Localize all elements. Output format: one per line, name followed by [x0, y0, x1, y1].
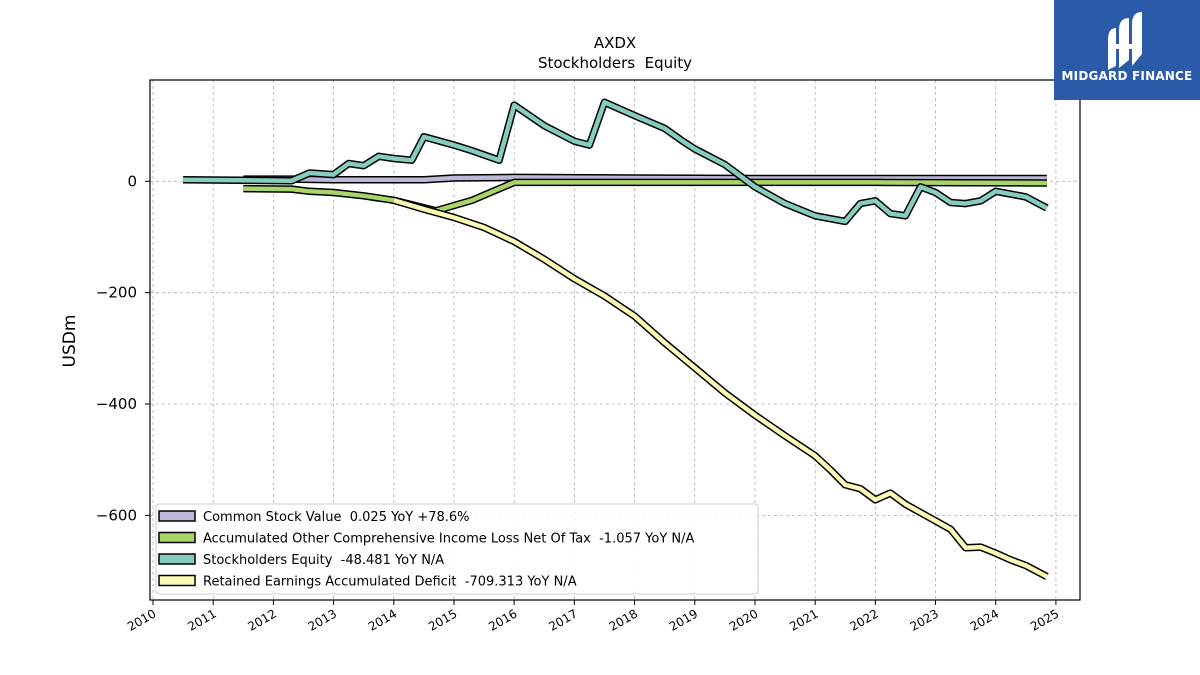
legend-swatch: [158, 531, 196, 544]
x-tick-label: 2013: [306, 606, 339, 633]
brand-logo: MIDGARD FINANCE: [1054, 0, 1200, 100]
legend-box: [155, 503, 759, 595]
x-tick-label: 2018: [607, 606, 640, 633]
x-tick-label: 2015: [426, 606, 459, 633]
plot-frame: [149, 79, 1081, 601]
series-line-fill: [393, 198, 1048, 579]
legend: Common Stock Value 0.025 YoY +78.6% Accum…: [155, 503, 759, 595]
y-tick-label: −400: [96, 395, 137, 413]
x-tick-label: 2019: [667, 606, 700, 633]
y-tick-label: −600: [96, 506, 137, 524]
series-line-outline: [183, 98, 1049, 226]
legend-label: Retained Earnings Accumulated Deficit -7…: [203, 575, 577, 590]
x-tick-label: 2021: [787, 606, 820, 633]
legend-swatch: [158, 574, 196, 587]
x-tick-label: 2020: [727, 606, 760, 633]
series-line-2: [183, 98, 1049, 226]
legend-swatch: [158, 553, 196, 565]
x-tick-label: 2022: [847, 606, 880, 633]
x-tick-label: 2011: [185, 606, 218, 633]
brand-name: MIDGARD FINANCE: [1061, 69, 1193, 83]
x-tick-label: 2012: [245, 606, 278, 633]
x-tick-label: 2016: [486, 606, 519, 633]
series-line-3: [392, 196, 1049, 580]
legend-swatch: [158, 510, 196, 522]
legend-label: Accumulated Other Comprehensive Income L…: [203, 532, 694, 547]
y-tick-label: −200: [96, 284, 137, 302]
midgard-finance-logo-icon: [1108, 12, 1142, 70]
legend-label: Common Stock Value 0.025 YoY +78.6%: [203, 510, 470, 525]
x-tick-label: 2024: [968, 606, 1001, 633]
x-tick-label: 2025: [1028, 606, 1061, 633]
x-tick-label: 2023: [908, 606, 941, 633]
chart-title: AXDX: [594, 34, 636, 52]
legend-label: Stockholders Equity -48.481 YoY N/A: [203, 553, 444, 568]
y-axis-label: USDm: [60, 315, 80, 368]
x-tick-label: 2017: [546, 606, 579, 633]
chart-subtitle: Stockholders Equity: [538, 54, 692, 72]
y-tick-label: 0: [127, 172, 137, 190]
series-layer: [183, 98, 1049, 580]
x-tick-label: 2010: [125, 606, 158, 633]
series-line-fill: [183, 100, 1048, 224]
x-tick-label: 2014: [366, 606, 399, 633]
